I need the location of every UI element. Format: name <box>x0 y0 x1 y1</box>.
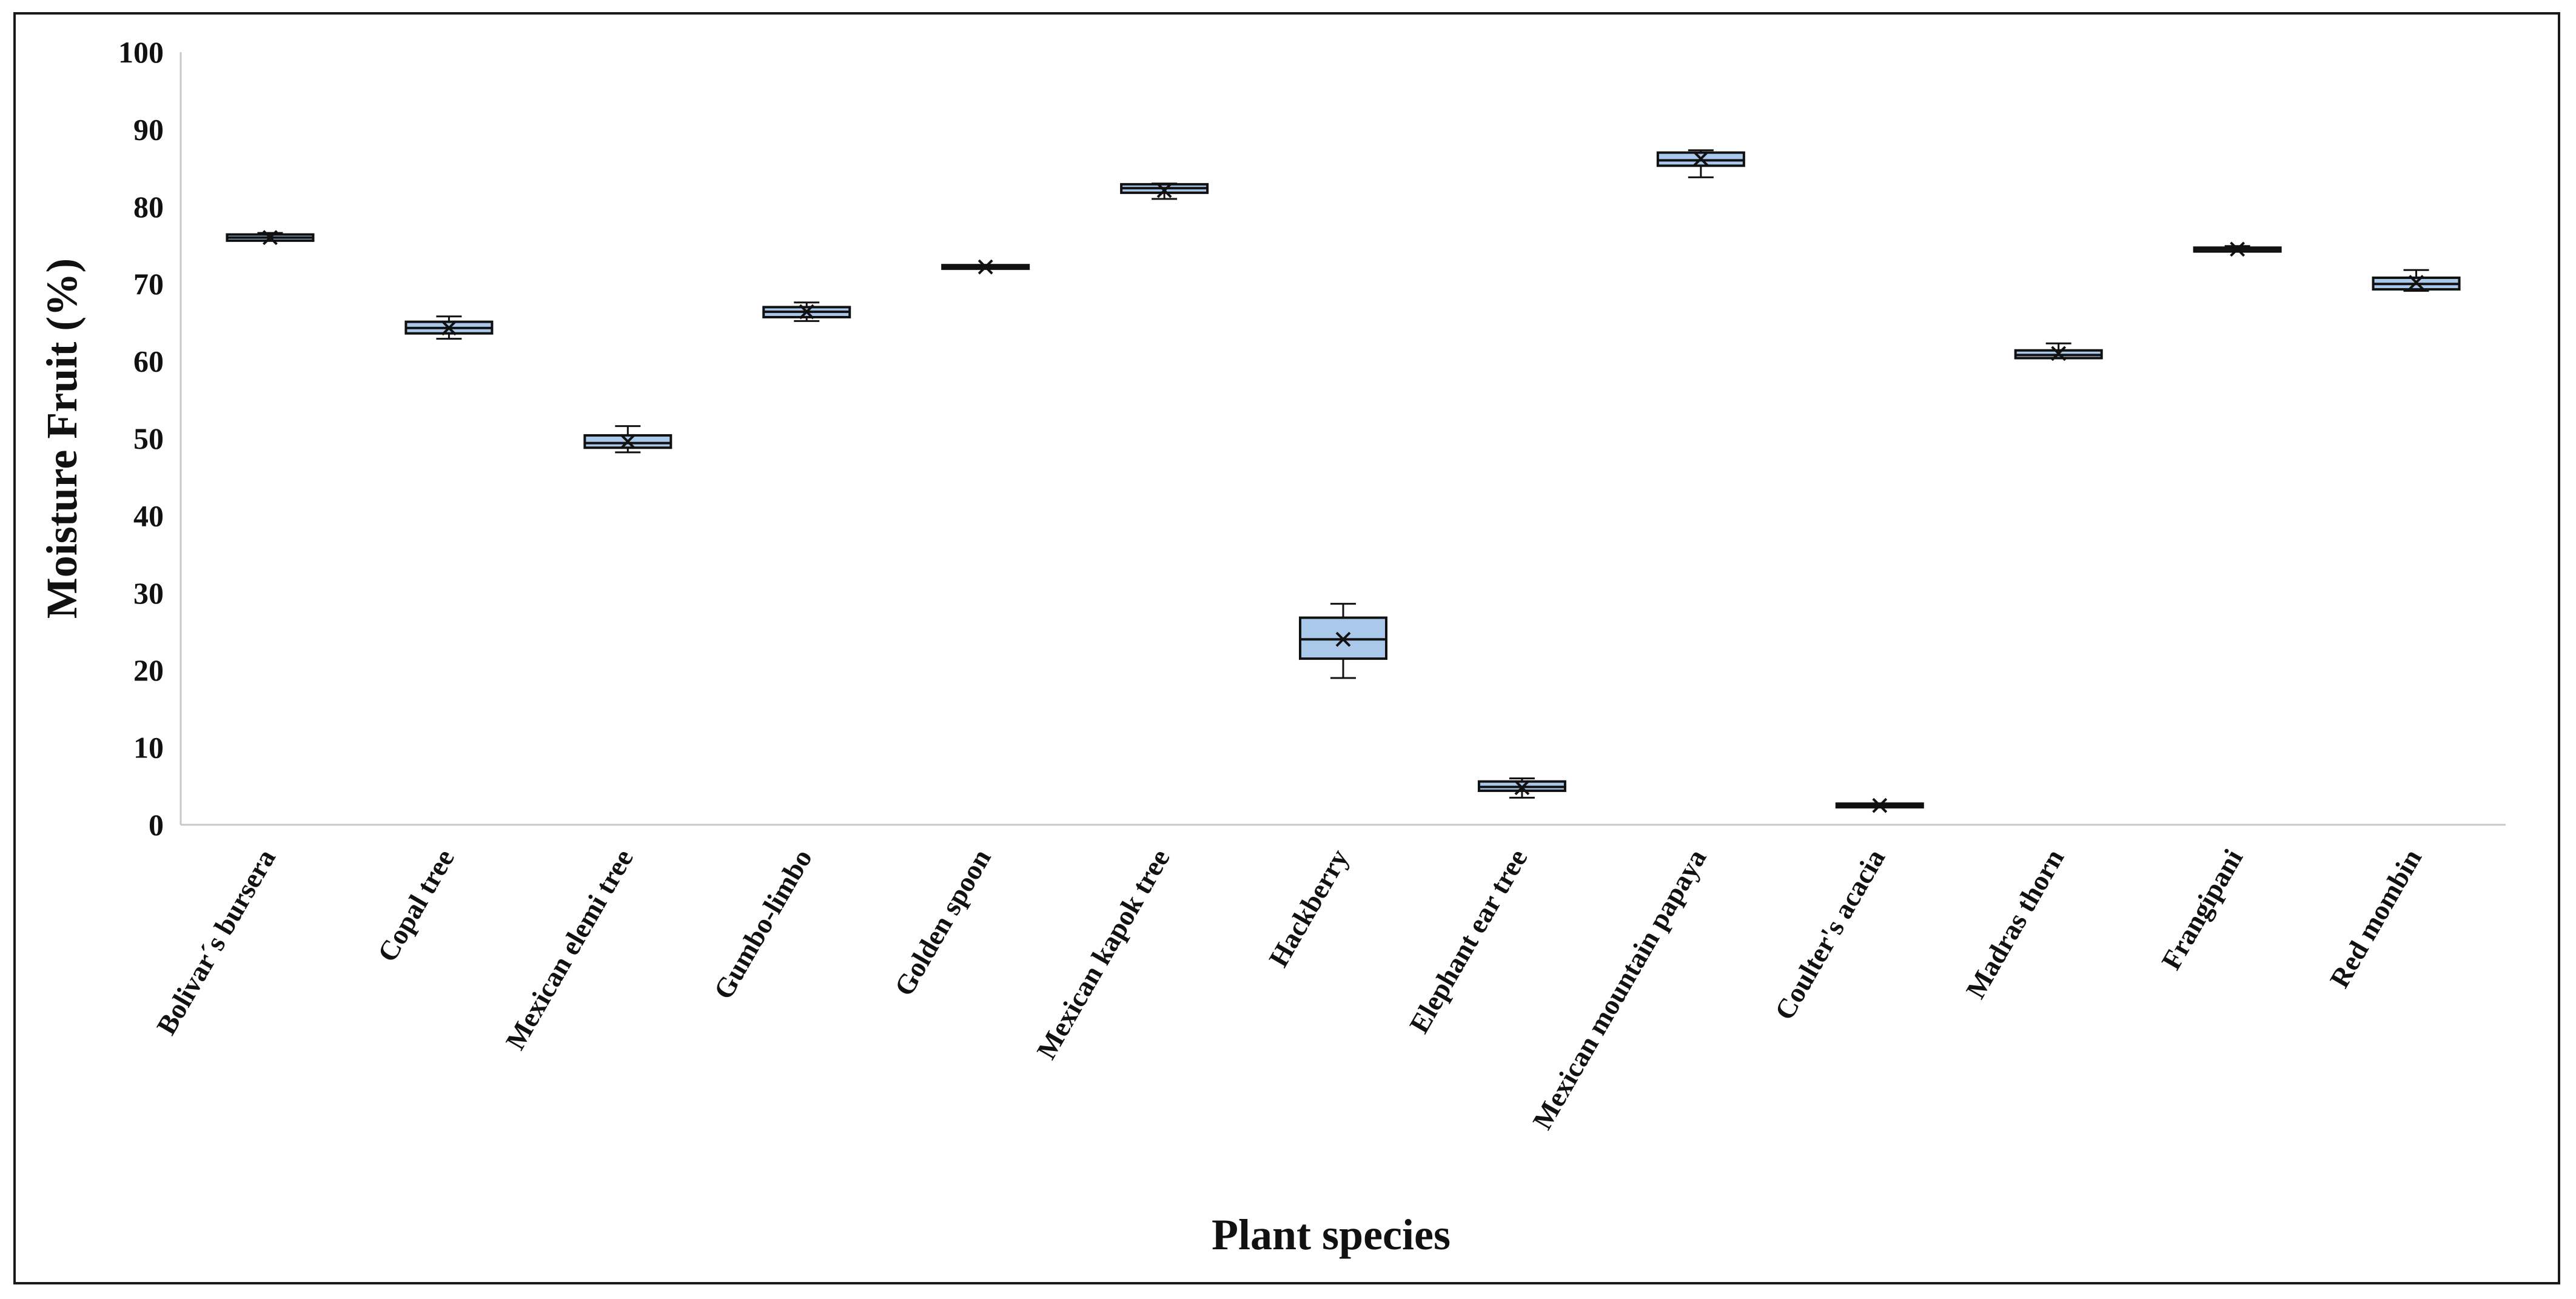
box-12 <box>2193 241 2282 257</box>
box-13 <box>2372 269 2461 292</box>
x-tick-label: Mexican kapok tree <box>1031 844 1176 1064</box>
box-3 <box>583 425 673 454</box>
x-tick-label: Gumbo-limbo <box>708 844 818 1005</box>
box-1 <box>226 230 315 246</box>
y-tick-label: 80 <box>133 190 164 224</box>
mean-marker <box>441 320 457 336</box>
x-tick-label: Coulter's acacia <box>1768 844 1891 1025</box>
mean-marker <box>620 434 636 449</box>
mean-marker <box>1514 780 1530 796</box>
box-4 <box>762 301 851 322</box>
box-6 <box>1120 183 1209 200</box>
box-9 <box>1656 149 1745 178</box>
y-axis: 0 10 20 30 40 50 60 70 80 90 100 <box>118 35 182 842</box>
mean-marker <box>2409 275 2424 290</box>
x-tick-label: Red mombin <box>2324 844 2427 993</box>
chart-frame: 0 10 20 30 40 50 60 70 80 90 100 Bolivar´s bursera… <box>13 12 2560 1284</box>
x-tick-label: Bolivar´s bursera <box>150 844 281 1040</box>
y-tick-label: 70 <box>133 267 164 301</box>
x-tick-label: Hackberry <box>1263 844 1354 972</box>
y-axis-title: Moisture Fruit (%) <box>38 258 86 619</box>
box-11 <box>2014 342 2103 361</box>
y-tick-label: 90 <box>133 112 164 146</box>
x-tick-label: Golden spoon <box>888 844 997 1001</box>
x-tick-label: Frangipani <box>2155 844 2249 975</box>
y-tick-label: 10 <box>133 731 164 765</box>
y-tick-label: 40 <box>133 498 164 532</box>
box-7 <box>1299 603 1387 679</box>
x-axis-title: Plant species <box>1212 1210 1451 1259</box>
box-8 <box>1477 777 1566 799</box>
y-tick-label: 60 <box>133 344 164 378</box>
box-10 <box>1835 797 1924 813</box>
x-tick-label: Mexican elemi tree <box>500 844 639 1055</box>
mean-marker <box>978 259 993 275</box>
y-tick-label: 0 <box>149 808 164 842</box>
mean-marker <box>1693 151 1709 167</box>
x-axis: Bolivar´s bursera Copal tree Mexican elemi… <box>150 824 2506 1135</box>
y-tick-label: 50 <box>133 421 164 455</box>
x-tick-label: Copal tree <box>371 844 460 967</box>
x-tick-label: Mexican mountain papaya <box>1526 844 1712 1135</box>
y-tick-label: 100 <box>118 35 164 69</box>
mean-marker <box>1335 631 1351 647</box>
mean-marker <box>2230 241 2246 257</box>
mean-marker <box>2051 346 2067 361</box>
mean-marker <box>1156 183 1172 198</box>
y-tick-label: 20 <box>133 653 164 687</box>
x-tick-label: Elephant ear tree <box>1403 844 1534 1039</box>
mean-marker <box>799 304 814 320</box>
x-tick-label: Madras thorn <box>1960 844 2070 1004</box>
boxes <box>226 149 2461 813</box>
mean-marker <box>263 230 278 246</box>
y-tick-label: 30 <box>133 576 164 610</box>
box-2 <box>404 315 494 340</box>
chart-svg: 0 10 20 30 40 50 60 70 80 90 100 Bolivar´s bursera… <box>38 35 2506 1259</box>
box-5 <box>941 259 1030 275</box>
mean-marker <box>1872 797 1888 813</box>
